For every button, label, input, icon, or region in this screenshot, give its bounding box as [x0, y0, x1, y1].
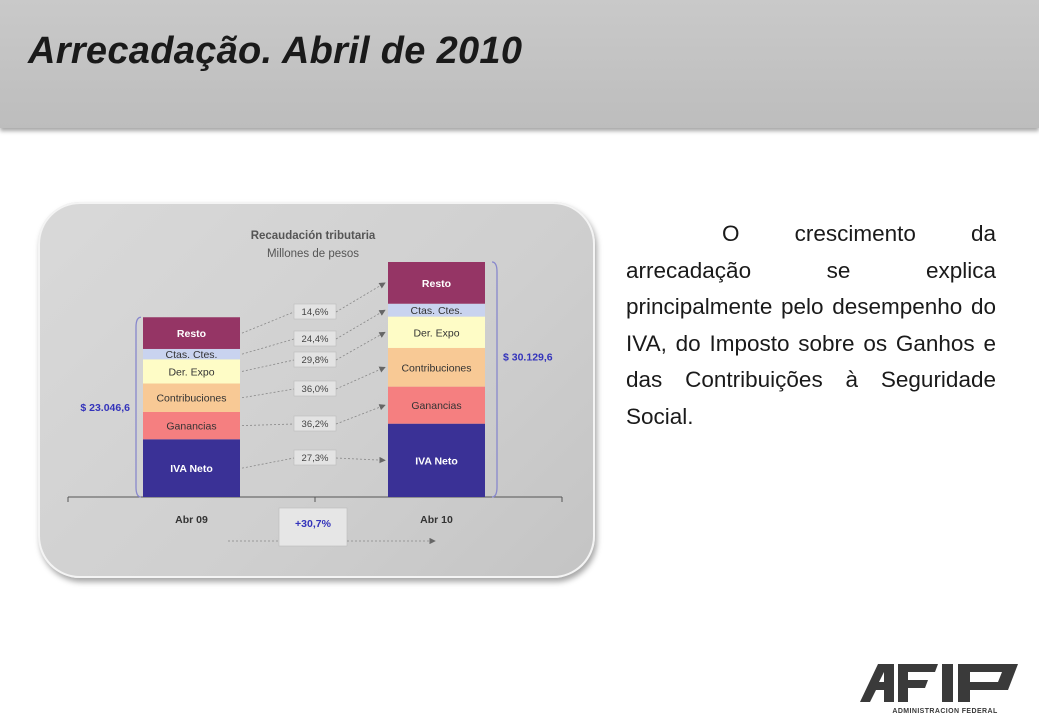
growth-arrow: [335, 404, 386, 425]
tax-revenue-chart: Recaudación tributaria Millones de pesos…: [67, 230, 563, 547]
growth-connector: [241, 359, 295, 372]
bar-segment-resto-abr-10: [388, 262, 485, 304]
segment-label-ganancias: Ganancias: [166, 421, 216, 433]
growth-label-iva-neto: 27,3%: [302, 453, 329, 464]
segment-label-contribuciones: Contribuciones: [401, 362, 471, 374]
growth-connector: [241, 311, 295, 334]
growth-arrow: [335, 366, 386, 390]
total-change-box: [278, 507, 348, 547]
segment-label-iva-neto: IVA Neto: [415, 455, 458, 467]
growth-arrow: [335, 331, 386, 361]
growth-label-box: [293, 449, 337, 466]
bar-segment-ctas-ctes-abr-09: [143, 348, 240, 360]
growth-connector: [241, 388, 295, 399]
growth-label-box: [293, 330, 337, 347]
total-label: $ 23.046,6: [80, 402, 130, 414]
segment-label-der-expo: Der. Expo: [168, 366, 214, 378]
segment-label-resto: Resto: [177, 328, 206, 340]
chart-subtitle: Millones de pesos: [267, 248, 359, 260]
bar-segment-contribuciones-abr-10: [388, 347, 485, 387]
bar-segment-contribuciones-abr-09: [143, 383, 240, 412]
segment-label-iva-neto: IVA Neto: [170, 463, 213, 475]
bar-segment-ganancias-abr-09: [143, 411, 240, 440]
segment-label-contribuciones: Contribuciones: [156, 393, 226, 405]
growth-connector: [241, 423, 295, 427]
segment-label-der-expo: Der. Expo: [413, 327, 459, 339]
total-bracket: [491, 261, 498, 498]
bar-segment-iva-neto-abr-10: [388, 423, 485, 497]
growth-arrow: [335, 282, 386, 313]
segment-label-ganancias: Ganancias: [411, 400, 461, 412]
explanation-text: O crescimento da arrecadação se explica …: [626, 221, 996, 429]
growth-arrow: [335, 456, 386, 464]
bar-segment-der-expo-abr-09: [143, 359, 240, 384]
growth-label-box: [293, 351, 337, 368]
growth-label-box: [293, 303, 337, 320]
bar-segment-resto-abr-09: [143, 317, 240, 349]
bar-segment-ganancias-abr-10: [388, 386, 485, 424]
total-bracket: [135, 316, 142, 498]
growth-label-resto: 14,6%: [302, 307, 329, 318]
growth-label-box: [293, 415, 337, 432]
total-change-label: +30,7%: [295, 518, 332, 530]
growth-arrow: [335, 309, 386, 340]
segment-label-ctas-ctes: Ctas. Ctes.: [411, 305, 463, 317]
bar-segment-iva-neto-abr-09: [143, 439, 240, 497]
growth-label-ganancias: 36,2%: [302, 419, 329, 430]
header-band: [0, 0, 1039, 128]
category-label: Abr 09: [175, 514, 208, 526]
segment-label-ctas-ctes: Ctas. Ctes.: [166, 349, 218, 361]
logo-caption: ADMINISTRACION FEDERAL: [892, 708, 998, 715]
growth-label-contribuciones: 36,0%: [302, 384, 329, 395]
bar-segment-ctas-ctes-abr-10: [388, 303, 485, 317]
bar-segment-der-expo-abr-10: [388, 316, 485, 348]
growth-label-ctas-ctes: 24,4%: [302, 334, 329, 345]
page-title: Arrecadação. Abril de 2010: [28, 30, 523, 72]
total-label: $ 30.129,6: [503, 352, 553, 364]
chart-title: Recaudación tributaria: [251, 230, 376, 242]
segment-label-resto: Resto: [422, 278, 451, 290]
growth-connector: [241, 457, 295, 469]
category-label: Abr 10: [420, 514, 453, 526]
growth-label-box: [293, 380, 337, 397]
afip-logo: ADMINISTRACION FEDERAL: [860, 664, 1018, 715]
growth-connector: [241, 338, 295, 355]
growth-label-der-expo: 29,8%: [302, 355, 329, 366]
